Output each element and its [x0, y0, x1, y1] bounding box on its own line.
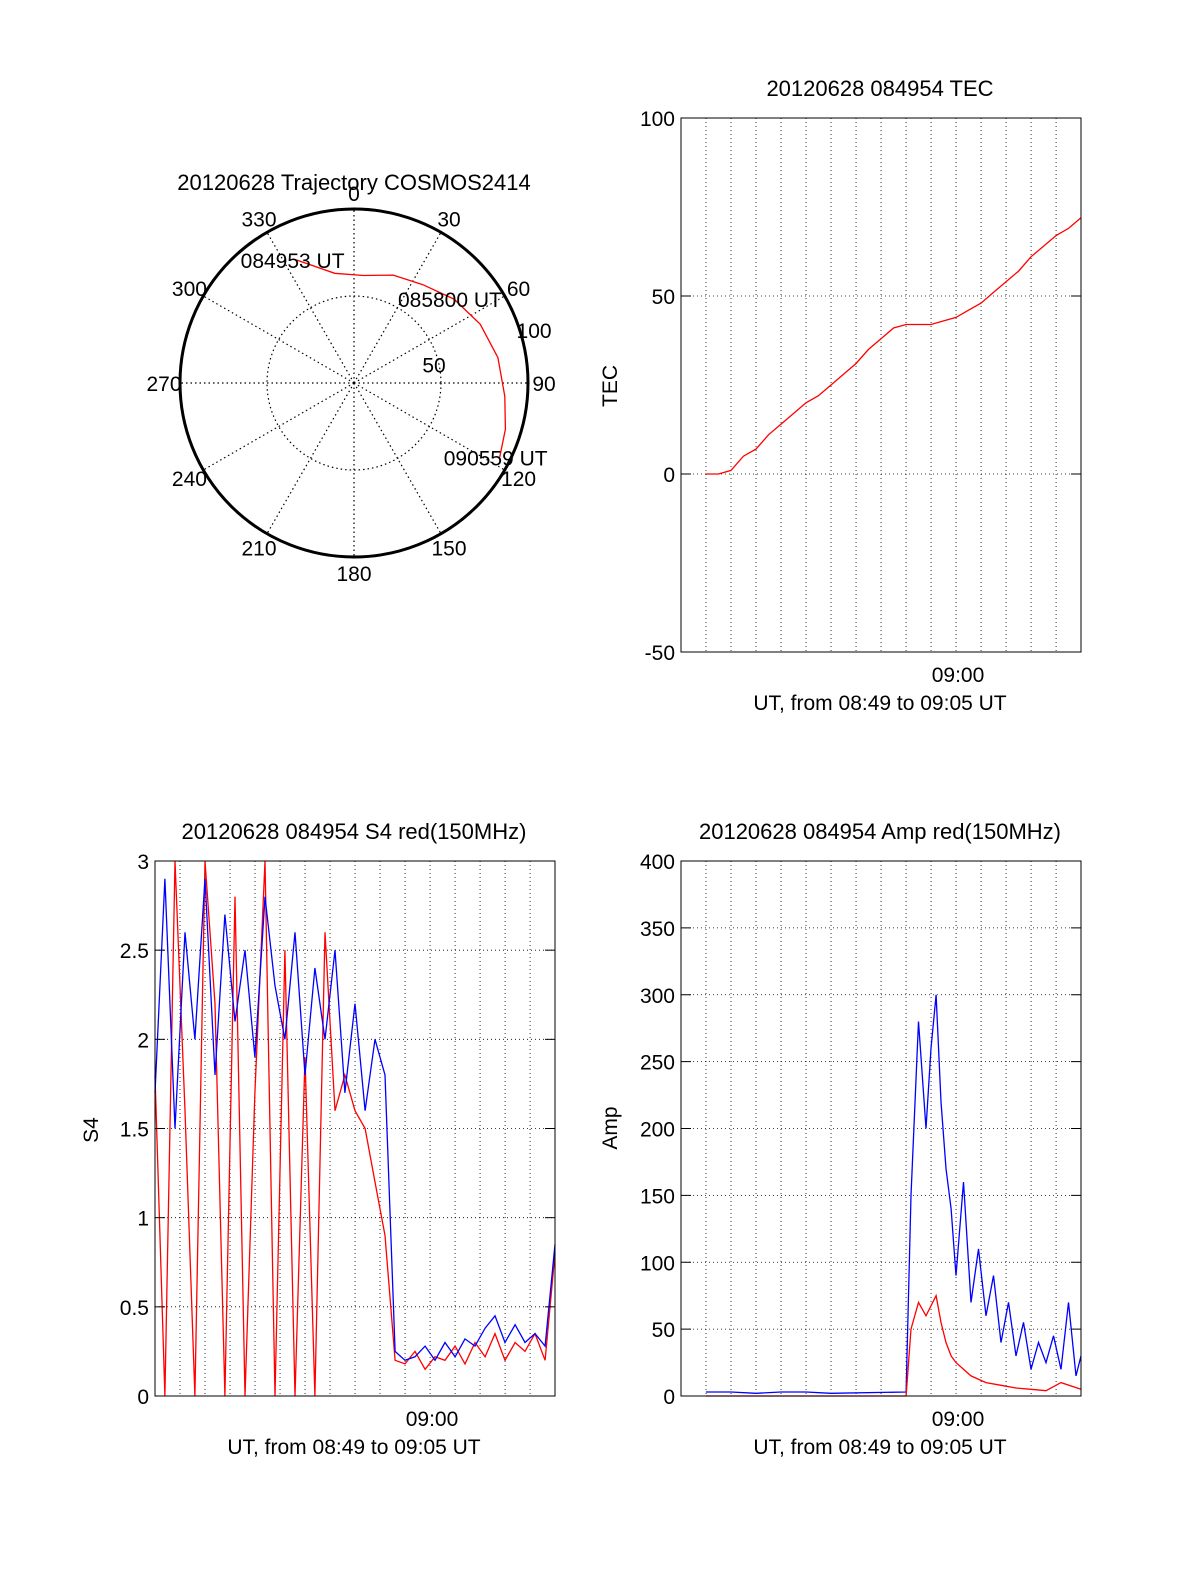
y-tick-label: 0 [663, 464, 675, 487]
series-line [154, 878, 556, 1362]
polar-azimuth-label: 240 [172, 468, 207, 491]
polar-radial-label: 100 [517, 320, 552, 343]
polar-azimuth-label: 270 [146, 373, 181, 396]
polar-trajectory-panel: 20120628 Trajectory COSMOS2414 0 30 60 90 12… [146, 170, 555, 586]
amp-y-axis-label: Amp [599, 1106, 622, 1149]
y-tick-label: 0.5 [120, 1297, 149, 1320]
y-tick-label: 0 [663, 1386, 675, 1409]
polar-azimuth-label: 30 [437, 208, 460, 231]
tec-panel: 20120628 084954 TEC -50 0 50 100 09:00 UT, … [599, 76, 1082, 715]
s4-title: 20120628 084954 S4 red(150MHz) [182, 819, 527, 844]
polar-radial-labels: 50 100 [422, 320, 551, 377]
y-tick-label: 1 [137, 1208, 149, 1231]
y-tick-label: 3 [137, 851, 149, 874]
polar-title: 20120628 Trajectory COSMOS2414 [177, 170, 530, 195]
y-tick-label: 250 [640, 1052, 675, 1075]
polar-outer-circle [178, 207, 530, 559]
series-line [705, 1293, 1082, 1397]
series-line [154, 860, 556, 1397]
y-tick-label: 100 [640, 1252, 675, 1275]
amp-grid [681, 861, 1081, 1396]
s4-x-tick-label: 09:00 [406, 1408, 459, 1431]
trajectory-annotation: 084953 UT [241, 250, 345, 273]
polar-spoke [353, 232, 442, 384]
y-tick-label: 300 [640, 985, 675, 1008]
polar-azimuth-label: 90 [532, 373, 555, 396]
polar-azimuth-labels: 0 30 60 90 120 150 180 210 240 270 300 330 [146, 183, 555, 586]
s4-series [154, 860, 556, 1397]
y-tick-label: 200 [640, 1119, 675, 1142]
polar-azimuth-label: 330 [241, 208, 276, 231]
polar-azimuth-label: 300 [172, 278, 207, 301]
tec-y-ticks: -50 0 50 100 [640, 108, 1081, 665]
amp-x-axis-label: UT, from 08:49 to 09:05 UT [753, 1436, 1006, 1459]
trajectory-line [296, 259, 507, 458]
amp-panel: 20120628 084954 Amp red(150MHz) 0 50 100 15… [599, 819, 1082, 1459]
tec-y-axis-label: TEC [599, 365, 622, 407]
polar-spoke [266, 382, 355, 534]
tec-plot-frame [680, 117, 1082, 653]
tec-title: 20120628 084954 TEC [766, 76, 993, 101]
tec-x-tick-label: 09:00 [932, 664, 985, 687]
series-line [705, 217, 1082, 475]
polar-spoke [203, 382, 355, 471]
y-tick-label: 1.5 [120, 1119, 149, 1142]
tec-x-axis-label: UT, from 08:49 to 09:05 UT [753, 692, 1006, 715]
y-tick-label: 2 [137, 1029, 149, 1052]
amp-title: 20120628 084954 Amp red(150MHz) [699, 819, 1061, 844]
series-line [705, 994, 1082, 1394]
polar-spoke [266, 232, 355, 384]
polar-azimuth-label: 60 [507, 278, 530, 301]
y-tick-label: 350 [640, 918, 675, 941]
trajectory-annotation: 085800 UT [398, 289, 502, 312]
tec-series [705, 217, 1082, 475]
trajectory-annotations: 084953 UT 085800 UT 090559 UT [241, 250, 548, 470]
polar-spoke [203, 295, 355, 384]
amp-series [705, 994, 1082, 1397]
polar-grid [178, 207, 530, 559]
polar-spoke [353, 382, 442, 534]
polar-azimuth-label: 180 [336, 563, 371, 586]
y-tick-label: 100 [640, 108, 675, 131]
s4-grid [155, 861, 555, 1396]
y-tick-label: 50 [652, 1319, 675, 1342]
polar-radial-label: 50 [422, 355, 445, 378]
y-tick-label: 400 [640, 851, 675, 874]
y-tick-label: 2.5 [120, 940, 149, 963]
trajectory-annotation: 090559 UT [444, 447, 548, 470]
s4-panel: 20120628 084954 S4 red(150MHz) 0 0.5 1 1.5 2… [80, 819, 556, 1459]
polar-spoke [353, 382, 505, 471]
polar-azimuth-label: 120 [501, 468, 536, 491]
s4-y-ticks: 0 0.5 1 1.5 2 2.5 3 [120, 851, 555, 1409]
polar-spoke [353, 295, 505, 384]
y-tick-label: 50 [652, 286, 675, 309]
s4-x-axis-label: UT, from 08:49 to 09:05 UT [227, 1436, 480, 1459]
y-tick-label: 150 [640, 1185, 675, 1208]
y-tick-label: -50 [645, 642, 675, 665]
polar-azimuth-label: 0 [348, 183, 360, 206]
polar-azimuth-label: 210 [241, 538, 276, 561]
amp-x-tick-label: 09:00 [932, 1408, 985, 1431]
amp-y-ticks: 0 50 100 150 200 250 300 350 400 [640, 851, 1081, 1409]
polar-azimuth-label: 150 [431, 538, 466, 561]
s4-y-axis-label: S4 [80, 1117, 103, 1143]
tec-grid [681, 118, 1081, 652]
y-tick-label: 0 [137, 1386, 149, 1409]
